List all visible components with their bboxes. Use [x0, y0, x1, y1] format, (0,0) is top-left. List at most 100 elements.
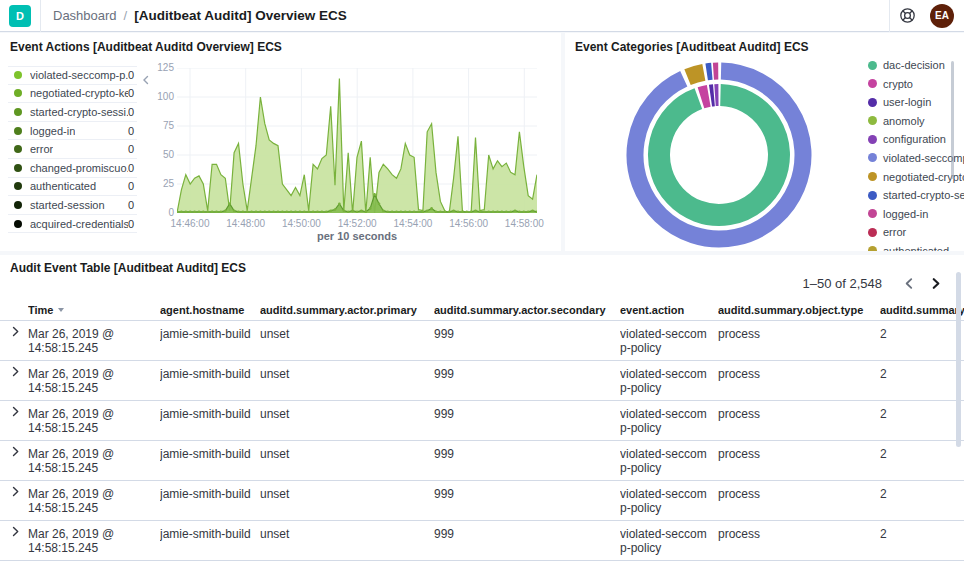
data-point-marker — [378, 202, 381, 205]
legend-item[interactable]: started-session 0 — [8, 196, 137, 215]
data-point-marker — [325, 211, 328, 214]
legend-item[interactable]: anomoly — [868, 115, 948, 127]
legend-label: logged-in — [883, 208, 928, 220]
event-categories-legend: dac-decision crypto user-login anomoly confi… — [868, 59, 948, 251]
data-point-marker — [290, 211, 293, 214]
cell-event_action: violated-seccomp-policy — [620, 361, 718, 400]
data-point-marker — [303, 211, 306, 214]
donut-slice — [659, 95, 779, 215]
column-header[interactable]: event.action — [620, 304, 718, 316]
column-header[interactable]: agent.hostname — [160, 304, 260, 316]
breadcrumb-dashboard[interactable]: Dashboard — [53, 8, 117, 23]
data-point-marker — [259, 211, 262, 214]
x-tick-label: 14:46:00 — [160, 218, 220, 229]
table-row: Mar 26, 2019 @ 14:58:15.245jamie-smith-b… — [0, 321, 964, 361]
y-tick-label: 100 — [148, 91, 174, 102]
data-point-marker — [400, 211, 403, 214]
row-expand-icon[interactable] — [0, 401, 28, 440]
legend-item[interactable]: violated-seccomp... — [868, 152, 948, 164]
row-expand-icon[interactable] — [0, 441, 28, 480]
data-point-marker — [286, 211, 289, 214]
data-point-marker — [233, 209, 236, 212]
legend-item[interactable]: negotiated-crypto... — [868, 171, 948, 183]
cell-summary_count: 2 — [880, 321, 964, 360]
legend-label: started-session — [30, 199, 105, 211]
data-point-marker — [189, 211, 192, 214]
legend-item[interactable]: authenticated — [868, 245, 948, 251]
column-header-label: auditd.summary.actor.secondary — [434, 304, 606, 316]
legend-item[interactable]: negotiated-crypto-key0 — [8, 85, 137, 104]
cell-actor_secondary: 999 — [434, 481, 620, 520]
panel-title: Event Categories [Auditbeat Auditd] ECS — [575, 40, 809, 54]
data-point-marker — [474, 209, 477, 212]
cell-summary_count: 2 — [880, 521, 964, 560]
data-point-marker — [202, 211, 205, 214]
cell-actor_primary: unset — [260, 401, 434, 440]
legend-item[interactable]: logged-in0 — [8, 122, 137, 141]
data-point-marker — [391, 211, 394, 214]
column-header-label: event.action — [620, 304, 684, 316]
legend-item[interactable]: started-crypto-se... — [868, 189, 948, 201]
cell-object_type: process — [718, 321, 880, 360]
donut-chart[interactable] — [619, 55, 819, 251]
cell-object_type: process — [718, 361, 880, 400]
legend-value: 0 — [128, 199, 137, 211]
next-page-icon[interactable] — [922, 271, 948, 295]
app-logo[interactable]: D — [9, 5, 31, 27]
panel-title: Audit Event Table [Auditbeat Auditd] ECS — [10, 261, 246, 275]
column-header[interactable]: auditd.summary.actor.secondary — [434, 304, 620, 316]
cell-event_action: violated-seccomp-policy — [620, 321, 718, 360]
legend-item[interactable]: violated-seccomp-p...0 — [8, 66, 137, 85]
column-header[interactable]: auditd.summary.actor.primary — [260, 304, 434, 316]
legend-item[interactable]: authenticated0 — [8, 178, 137, 197]
data-point-marker — [439, 211, 442, 214]
data-point-marker — [470, 211, 473, 214]
data-point-marker — [426, 209, 429, 212]
area-chart[interactable] — [177, 68, 537, 213]
legend-item[interactable]: logged-in — [868, 208, 948, 220]
legend-label: changed-promiscuo... — [30, 162, 128, 174]
legend-color-dot — [14, 89, 22, 97]
data-point-marker — [404, 211, 407, 214]
data-point-marker — [505, 211, 508, 214]
legend-item[interactable]: changed-promiscuo...0 — [8, 159, 137, 178]
data-point-marker — [448, 211, 451, 214]
panel-title: Event Actions [Auditbeat Auditd Overview… — [10, 40, 282, 54]
legend-item[interactable]: user-login — [868, 96, 948, 108]
row-expand-icon[interactable] — [0, 361, 28, 400]
legend-item[interactable]: error — [868, 226, 948, 238]
legend-item[interactable]: crypto — [868, 78, 948, 90]
column-header-label: agent.hostname — [160, 304, 244, 316]
column-header[interactable]: Time — [28, 304, 160, 316]
prev-page-icon[interactable] — [896, 271, 922, 295]
data-point-marker — [382, 209, 385, 212]
legend-item[interactable]: started-crypto-sessi...0 — [8, 103, 137, 122]
breadcrumb: Dashboard / [Auditbeat Auditd] Overview … — [53, 8, 347, 23]
panel-audit-table: Audit Event Table [Auditbeat Auditd] ECS… — [0, 255, 964, 561]
legend-collapse-icon[interactable] — [141, 71, 151, 89]
column-header[interactable]: auditd.summary.object.type — [718, 304, 880, 316]
data-point-marker — [422, 211, 425, 214]
help-icon[interactable] — [890, 7, 924, 24]
legend-color-dot — [868, 209, 877, 218]
row-expand-icon[interactable] — [0, 321, 28, 360]
page-scrollbar[interactable] — [956, 272, 961, 447]
kibana-dashboard: D Dashboard / [Auditbeat Auditd] Overvie… — [0, 0, 964, 561]
legend-label: negotiated-crypto-key — [30, 87, 128, 99]
cell-event_action: violated-seccomp-policy — [620, 481, 718, 520]
column-header[interactable]: auditd.summary — [880, 304, 964, 316]
avatar[interactable]: EA — [930, 4, 954, 28]
legend-color-dot — [868, 98, 877, 107]
row-expand-icon[interactable] — [0, 521, 28, 560]
legend-item[interactable]: configuration — [868, 133, 948, 145]
table-header-row: Timeagent.hostname auditd.summary.actor.p… — [0, 300, 964, 321]
legend-item[interactable]: dac-decision — [868, 59, 948, 71]
data-point-marker — [461, 211, 464, 214]
legend-item[interactable]: acquired-credentials0 — [8, 215, 137, 234]
legend-scrollbar[interactable] — [951, 61, 954, 179]
data-point-marker — [277, 211, 280, 214]
legend-color-dot — [14, 108, 22, 116]
legend-item[interactable]: error0 — [8, 140, 137, 159]
panel-event-actions: Event Actions [Auditbeat Auditd Overview… — [0, 33, 561, 251]
row-expand-icon[interactable] — [0, 481, 28, 520]
